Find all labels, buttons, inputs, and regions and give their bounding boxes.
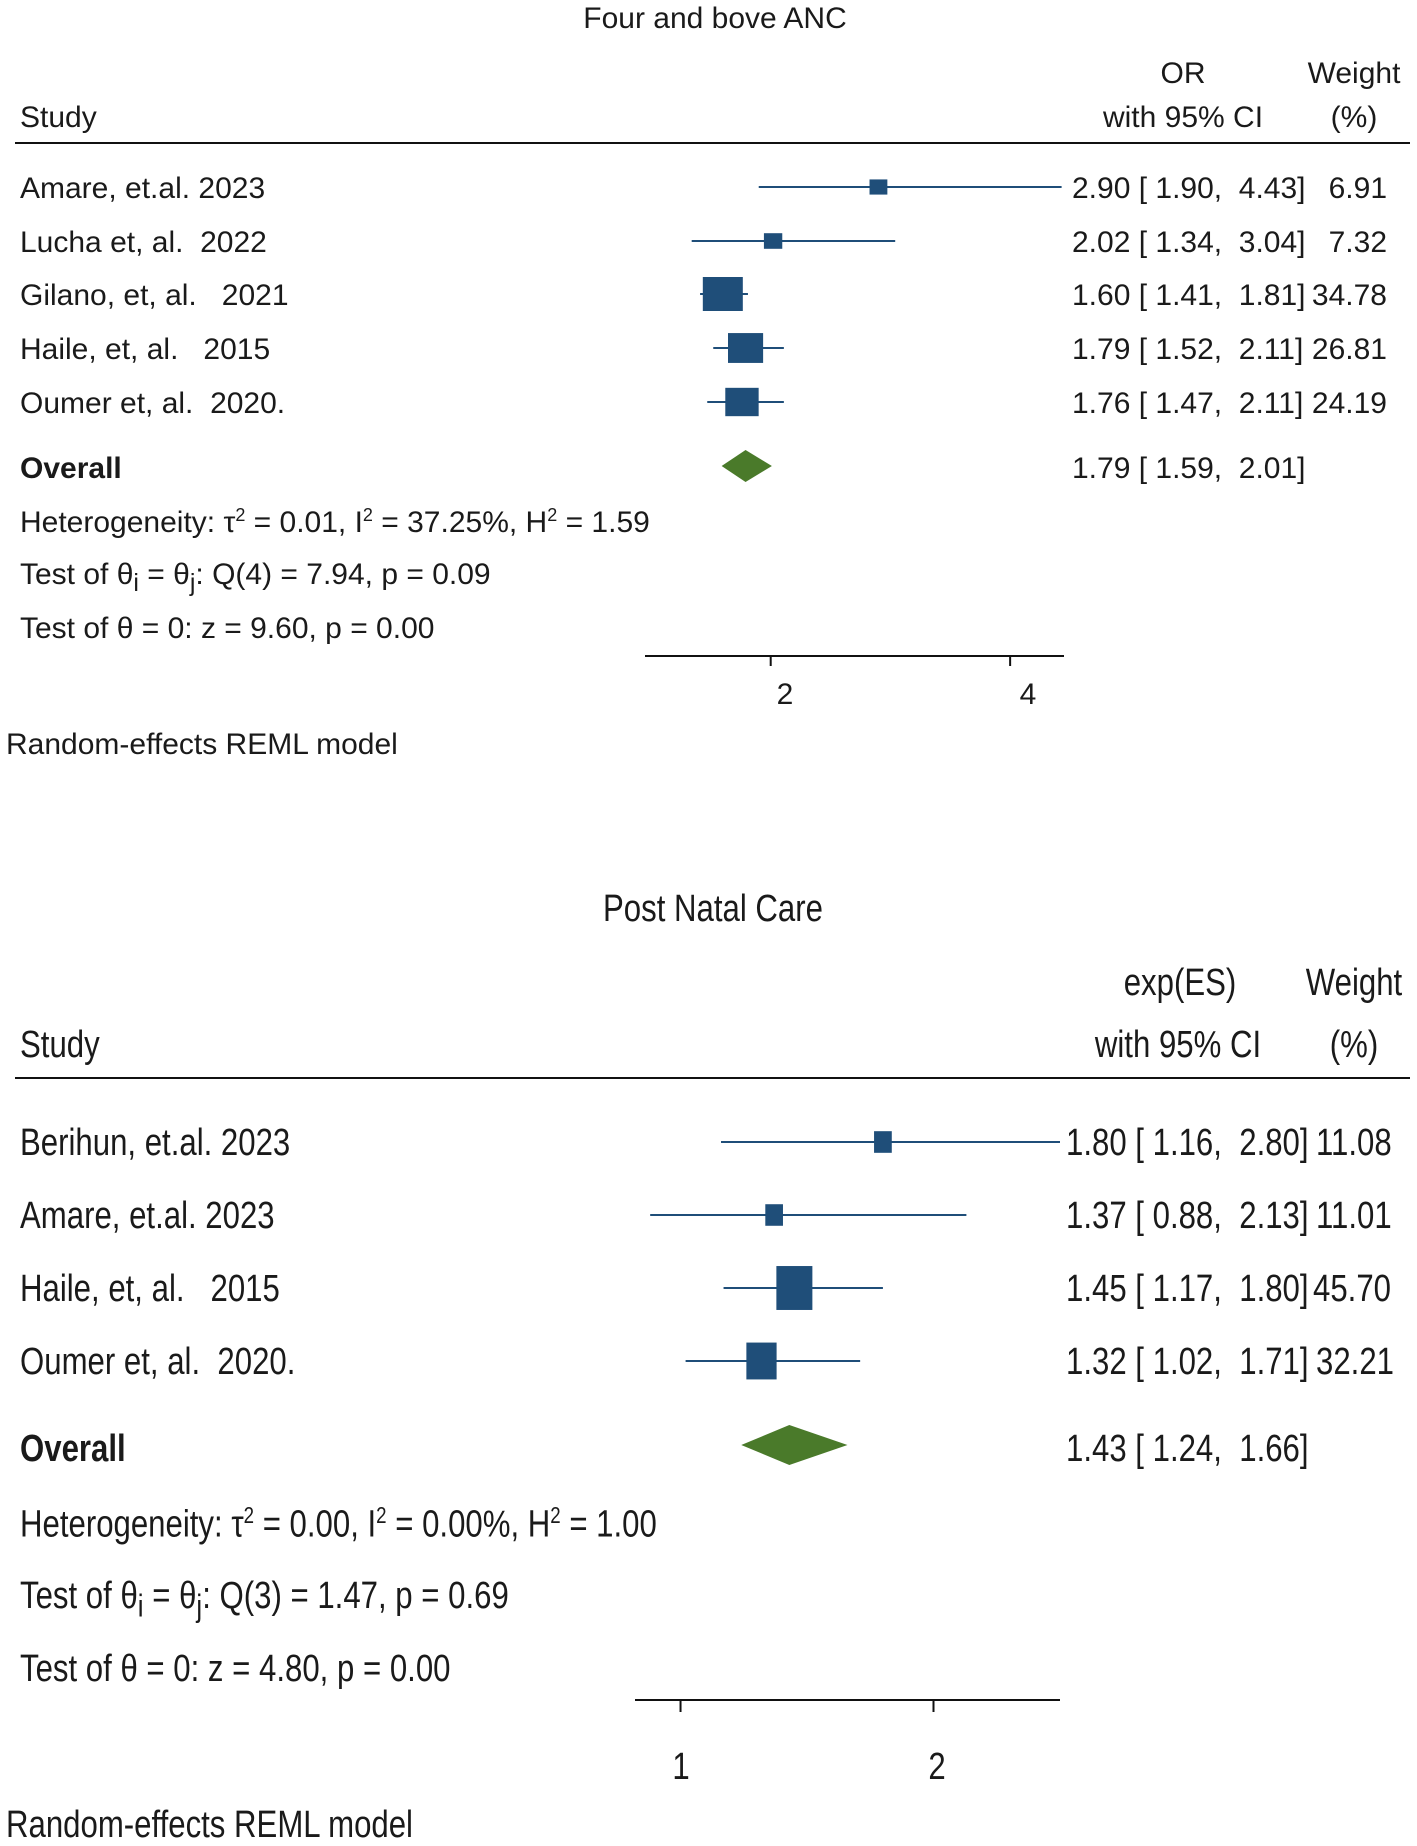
weight-value: 11.08: [1316, 1122, 1392, 1164]
overall-diamond: [721, 450, 772, 482]
study-marker: [763, 233, 783, 249]
study-marker: [702, 277, 743, 311]
study-header: Study: [20, 101, 97, 134]
header-divider: [15, 1077, 1410, 1079]
x-tick-label: 2: [776, 678, 794, 711]
study-marker: [765, 1204, 783, 1226]
ci-value: 2.90 [ 1.90, 4.43]: [1072, 172, 1306, 205]
study-label: Berihun, et.al. 2023: [20, 1122, 291, 1164]
effect-header-line2: with 95% CI: [1102, 101, 1264, 134]
weight-value: 7.32: [1328, 226, 1387, 259]
study-label: Amare, et.al. 2023: [20, 172, 266, 205]
study-label: Haile, et, al. 2015: [20, 333, 271, 366]
weight-header-line1: Weight: [1307, 57, 1401, 90]
effect-header-line1: exp(ES): [1123, 962, 1237, 1004]
ci-value: 1.80 [ 1.16, 2.80]: [1066, 1122, 1309, 1164]
homogeneity-test: Test of θi = θj: Q(3) = 1.47, p = 0.69: [20, 1575, 509, 1624]
ci-value: 2.02 [ 1.34, 3.04]: [1072, 226, 1306, 259]
model-note: Random-effects REML model: [6, 728, 398, 761]
x-tick-label: 4: [1019, 678, 1037, 711]
overall-effect-test: Test of θ = 0: z = 9.60, p = 0.00: [20, 612, 435, 645]
study-label: Oumer et, al. 2020.: [20, 1341, 296, 1383]
chart-title: Four and bove ANC: [583, 2, 847, 35]
header-divider: [15, 142, 1410, 144]
heterogeneity-stats: Heterogeneity: τ2 = 0.01, I2 = 37.25%, H…: [20, 505, 650, 539]
weight-value: 24.19: [1311, 387, 1387, 420]
ci-value: 1.60 [ 1.41, 1.81]: [1072, 279, 1306, 312]
forest-plot-canvas: [635, 1131, 1060, 1712]
weight-value: 11.01: [1316, 1195, 1392, 1237]
study-label: Haile, et, al. 2015: [20, 1268, 280, 1310]
weight-header-line2: (%): [1329, 1024, 1379, 1066]
forest-plot-pnc: Post Natal Care exp(ES) with 95% CI Weig…: [0, 880, 1417, 1845]
overall-ci-value: 1.43 [ 1.24, 1.66]: [1066, 1428, 1309, 1470]
chart-title: Post Natal Care: [603, 888, 823, 930]
weight-value: 26.81: [1311, 333, 1387, 366]
ci-value: 1.76 [ 1.47, 2.11]: [1072, 387, 1304, 420]
study-marker: [728, 333, 764, 363]
overall-ci-value: 1.79 [ 1.59, 2.01]: [1072, 452, 1306, 485]
study-marker: [746, 1342, 777, 1380]
study-label: Amare, et.al. 2023: [20, 1195, 275, 1237]
study-label: Gilano, et, al. 2021: [20, 279, 289, 312]
weight-value: 32.21: [1316, 1341, 1394, 1383]
forest-plot-anc: Four and bove ANC OR with 95% CI Weight …: [0, 0, 1417, 760]
weight-value: 45.70: [1313, 1268, 1391, 1310]
effect-header-line1: OR: [1160, 57, 1206, 90]
overall-effect-test: Test of θ = 0: z = 4.80, p = 0.00: [20, 1648, 451, 1690]
effect-header-line2: with 95% CI: [1094, 1024, 1262, 1066]
study-marker: [874, 1131, 892, 1153]
x-tick-label: 1: [672, 1746, 690, 1788]
ci-value: 1.32 [ 1.02, 1.71]: [1066, 1341, 1309, 1383]
overall-label: Overall: [20, 452, 122, 485]
ci-value: 1.45 [ 1.17, 1.80]: [1066, 1268, 1309, 1310]
study-label: Lucha et, al. 2022: [20, 226, 267, 259]
forest-plot-canvas: [645, 179, 1064, 666]
weight-header-line1: Weight: [1305, 962, 1403, 1004]
homogeneity-test: Test of θi = θj: Q(4) = 7.94, p = 0.09: [20, 558, 491, 597]
ci-value: 1.79 [ 1.52, 2.11]: [1072, 333, 1304, 366]
overall-diamond: [741, 1425, 848, 1465]
weight-value: 6.91: [1328, 172, 1387, 205]
weight-value: 34.78: [1311, 279, 1387, 312]
study-label: Oumer et, al. 2020.: [20, 387, 286, 420]
weight-header-line2: (%): [1330, 101, 1378, 134]
heterogeneity-stats: Heterogeneity: τ2 = 0.00, I2 = 0.00%, H2…: [20, 1502, 657, 1546]
study-marker: [869, 179, 888, 195]
study-marker: [725, 387, 759, 417]
study-header: Study: [20, 1024, 100, 1066]
ci-value: 1.37 [ 0.88, 2.13]: [1066, 1195, 1309, 1237]
study-marker: [776, 1266, 813, 1310]
x-tick-label: 2: [928, 1746, 946, 1788]
overall-label: Overall: [20, 1428, 126, 1470]
model-note: Random-effects REML model: [6, 1804, 413, 1846]
